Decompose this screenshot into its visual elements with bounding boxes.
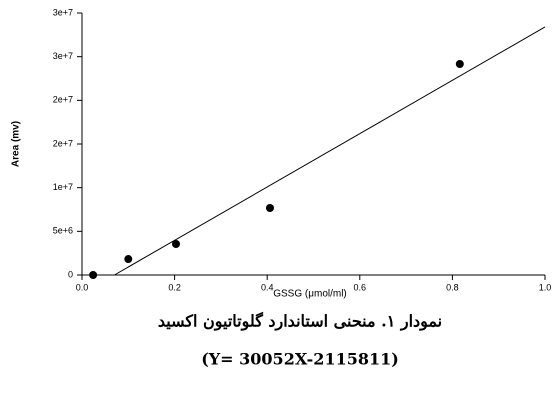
data-point <box>171 239 180 248</box>
data-point <box>124 255 133 264</box>
data-point <box>265 204 274 213</box>
y-axis-title: Area (mv) <box>11 121 22 167</box>
x-tick-label: 0.8 <box>446 282 459 292</box>
x-tick-label: 0.2 <box>168 282 181 292</box>
fit-line <box>114 26 546 276</box>
x-axis-title: GSSG (μmol/ml) <box>273 289 347 300</box>
data-point <box>455 60 464 69</box>
y-tick-label: 3e+7 <box>53 51 73 61</box>
y-tick-label: 2e+7 <box>53 138 73 148</box>
equation: (Y= 30052X-2115811) <box>201 350 399 369</box>
y-tick-label: 2e+7 <box>53 95 73 105</box>
y-tick-label: 3e+7 <box>53 7 73 17</box>
x-tick-label: 0.0 <box>76 282 89 292</box>
y-tick-label: 1e+7 <box>53 182 73 192</box>
y-tick-label: 0 <box>68 269 73 279</box>
x-tick-label: 0.6 <box>354 282 367 292</box>
data-point <box>89 271 98 279</box>
x-tick-label: 0.4 <box>261 282 274 292</box>
x-tick-label: 1.0 <box>539 282 552 292</box>
caption: نمودار ۱. منحنی استاندارد گلوتاتیون اکسی… <box>158 312 442 332</box>
y-tick-label: 5e+6 <box>53 226 73 236</box>
